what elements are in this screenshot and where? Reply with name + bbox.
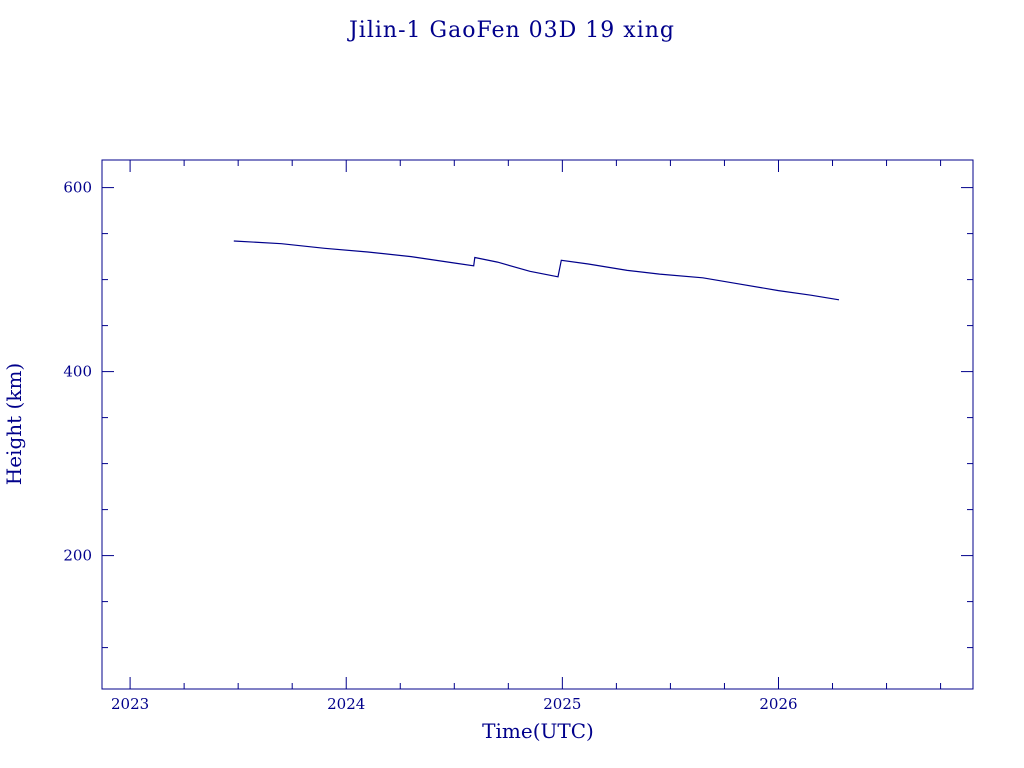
y-tick-label: 400: [63, 363, 92, 381]
y-axis-title: Height (km): [2, 363, 26, 485]
x-tick-label: 2026: [759, 695, 797, 713]
y-tick-label: 600: [63, 179, 92, 197]
x-tick-label: 2023: [111, 695, 149, 713]
x-tick-label: 2024: [327, 695, 365, 713]
axis-ticks: [102, 160, 973, 689]
chart-title: Jilin-1 GaoFen 03D 19 xing: [347, 18, 675, 43]
tick-labels: 2023 2024 2025 2026 200 400 600: [63, 179, 797, 713]
y-tick-label: 200: [63, 547, 92, 565]
series-line: [233, 240, 840, 301]
plot-frame: [101, 159, 974, 690]
x-tick-label: 2025: [543, 695, 581, 713]
x-axis-title: Time(UTC): [482, 719, 594, 743]
